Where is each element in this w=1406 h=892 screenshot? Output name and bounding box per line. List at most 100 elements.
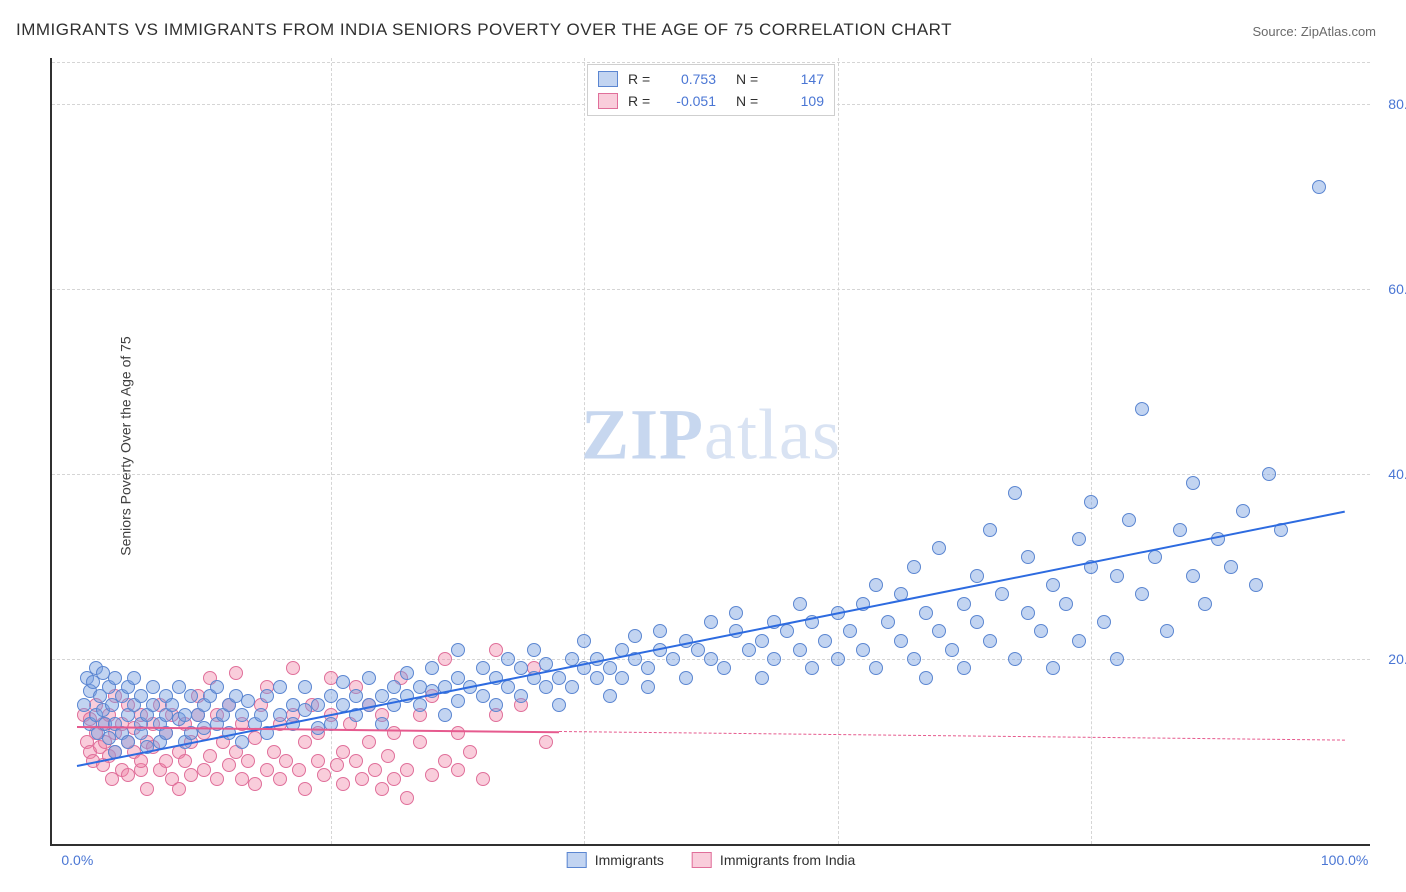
data-point [349,754,363,768]
data-point [127,671,141,685]
data-point [1122,513,1136,527]
data-point [451,763,465,777]
data-point [438,754,452,768]
data-point [552,698,566,712]
data-point [907,560,921,574]
data-point [679,671,693,685]
data-point [755,671,769,685]
data-point [267,745,281,759]
legend-N-label: N = [736,69,764,89]
data-point [381,749,395,763]
data-point [1135,402,1149,416]
grid-line-h [52,289,1370,290]
data-point [159,754,173,768]
data-point [330,758,344,772]
data-point [146,698,160,712]
data-point [387,680,401,694]
data-point [108,671,122,685]
data-point [704,652,718,666]
grid-line-h [52,62,1370,63]
data-point [983,523,997,537]
data-point [336,745,350,759]
data-point [1008,652,1022,666]
data-point [1173,523,1187,537]
data-point [1186,569,1200,583]
data-point [336,675,350,689]
data-point [919,671,933,685]
data-point [375,689,389,703]
data-point [355,772,369,786]
legend-row: R =0.753N =147 [598,69,824,89]
data-point [172,680,186,694]
data-point [818,634,832,648]
data-point [375,782,389,796]
data-point [691,643,705,657]
data-point [165,698,179,712]
data-point [1312,180,1326,194]
data-point [235,735,249,749]
data-point [590,671,604,685]
data-point [1084,495,1098,509]
data-point [514,661,528,675]
data-point [666,652,680,666]
data-point [641,680,655,694]
legend-swatch [692,852,712,868]
data-point [983,634,997,648]
data-point [1262,467,1276,481]
data-point [780,624,794,638]
trend-line-dashed [559,731,1345,741]
series-legend: ImmigrantsImmigrants from India [567,852,856,868]
data-point [1160,624,1174,638]
data-point [210,680,224,694]
data-point [615,671,629,685]
y-tick-label: 40.0% [1388,466,1406,482]
data-point [368,763,382,777]
grid-line-v [1091,58,1092,844]
data-point [476,772,490,786]
data-point [501,652,515,666]
data-point [317,768,331,782]
data-point [121,735,135,749]
data-point [932,624,946,638]
data-point [279,754,293,768]
data-point [1236,504,1250,518]
chart-title: IMMIGRANTS VS IMMIGRANTS FROM INDIA SENI… [16,20,952,40]
data-point [241,754,255,768]
grid-line-v [838,58,839,844]
scatter-plot: ZIPatlas R =0.753N =147R =-0.051N =109 I… [50,58,1370,846]
data-point [362,671,376,685]
data-point [172,782,186,796]
data-point [1034,624,1048,638]
y-tick-label: 20.0% [1388,651,1406,667]
data-point [178,754,192,768]
legend-R-label: R = [628,91,656,111]
y-tick-label: 60.0% [1388,281,1406,297]
legend-R-value: 0.753 [666,69,716,89]
legend-R-value: -0.051 [666,91,716,111]
x-tick-label: 0.0% [61,852,93,868]
data-point [1046,578,1060,592]
data-point [362,735,376,749]
data-point [425,768,439,782]
data-point [298,782,312,796]
data-point [1021,606,1035,620]
series-legend-label: Immigrants from India [720,852,855,868]
data-point [653,624,667,638]
data-point [603,661,617,675]
data-point [273,680,287,694]
data-point [539,735,553,749]
data-point [203,749,217,763]
data-point [77,698,91,712]
data-point [1008,486,1022,500]
data-point [260,763,274,777]
data-point [451,643,465,657]
source-label: Source: ZipAtlas.com [1252,24,1376,39]
data-point [336,777,350,791]
data-point [134,754,148,768]
data-point [248,777,262,791]
watermark-part1: ZIP [581,395,704,475]
legend-N-value: 147 [774,69,824,89]
data-point [476,689,490,703]
data-point [527,643,541,657]
data-point [603,689,617,703]
